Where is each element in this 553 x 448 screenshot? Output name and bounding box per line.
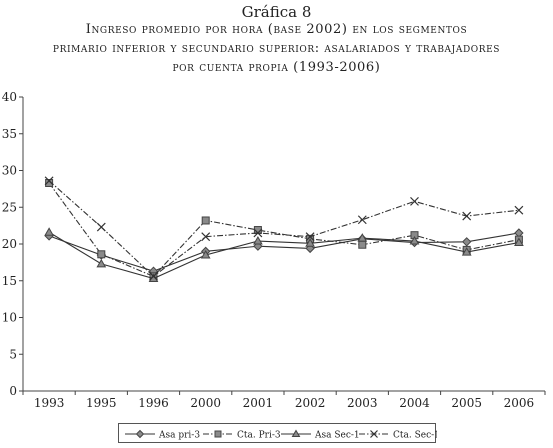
y-tick-label: 15 bbox=[2, 274, 17, 288]
data-point-x bbox=[253, 228, 263, 238]
data-point-diamond bbox=[135, 429, 145, 439]
chart-legend: Asa pri-3 Cta. Pri-3 Asa Sec-1 Cta. Sec-1 bbox=[118, 423, 440, 443]
data-point-triangle bbox=[96, 258, 107, 268]
series-line bbox=[48, 182, 520, 277]
y-tick-label: 35 bbox=[2, 127, 17, 141]
data-point-x bbox=[514, 205, 524, 215]
data-point-triangle bbox=[514, 237, 524, 247]
legend-item: Cta. Sec-1 bbox=[359, 430, 440, 441]
y-tick-label: 30 bbox=[2, 164, 17, 178]
data-point-triangle bbox=[461, 247, 472, 256]
chart-title-line-1: Ingreso promedio por hora (base 2002) en… bbox=[85, 22, 468, 37]
legend-item: Asa Sec-1 bbox=[281, 429, 360, 441]
y-tick-label: 25 bbox=[2, 200, 17, 214]
chart-axes: 0 5 10 15 20 25 30 35 40 1993 1995 1996 2000 2001 2002… bbox=[2, 90, 546, 410]
y-tick-label: 0 bbox=[9, 384, 17, 398]
data-point-triangle bbox=[200, 250, 211, 259]
x-tick-label: 2006 bbox=[504, 396, 535, 410]
data-point-triangle bbox=[291, 429, 301, 437]
series-4 bbox=[44, 176, 524, 281]
data-point-x bbox=[96, 222, 106, 232]
data-point-triangle bbox=[44, 227, 54, 236]
data-point-square bbox=[214, 430, 222, 438]
y-tick-label: 5 bbox=[9, 347, 17, 361]
x-tick-label: 2005 bbox=[451, 396, 482, 410]
data-point-x bbox=[44, 176, 54, 186]
y-tick-label: 10 bbox=[2, 311, 17, 325]
data-point-square bbox=[201, 216, 210, 225]
series-line bbox=[48, 180, 519, 278]
chart-number: Gráfica 8 bbox=[241, 3, 312, 21]
data-point-square bbox=[97, 250, 106, 259]
data-point-square bbox=[45, 178, 54, 187]
data-point-x bbox=[357, 215, 367, 225]
series-2 bbox=[45, 178, 523, 281]
x-tick-label: 2003 bbox=[347, 396, 378, 410]
data-point-x bbox=[410, 196, 419, 206]
x-tick-label: 2002 bbox=[295, 396, 326, 410]
chart-title-line-3: por cuenta propia (1993-2006) bbox=[172, 60, 381, 75]
series-line bbox=[48, 232, 519, 272]
series-3 bbox=[44, 227, 524, 283]
legend-item: Cta. Pri-3 bbox=[203, 430, 281, 441]
legend-label: Cta. Sec-1 bbox=[393, 431, 437, 441]
legend-label: Cta. Pri-3 bbox=[237, 431, 281, 441]
legend-label: Asa Sec-1 bbox=[314, 431, 360, 441]
data-point-triangle bbox=[305, 238, 315, 247]
legend-items: Asa pri-3 Cta. Pri-3 Asa Sec-1 Cta. Sec-1 bbox=[125, 429, 440, 441]
data-point-triangle bbox=[253, 236, 263, 245]
legend-item: Asa pri-3 bbox=[125, 429, 200, 441]
series-line bbox=[48, 231, 519, 280]
x-tick-label: 2000 bbox=[190, 396, 221, 410]
data-point-x bbox=[462, 211, 472, 221]
x-tick-label: 1996 bbox=[138, 396, 169, 410]
data-point-triangle bbox=[409, 236, 420, 245]
legend-label: Asa pri-3 bbox=[158, 431, 200, 441]
data-point-x bbox=[305, 232, 315, 242]
chart-title-line-2: primario inferior y secundario superior:… bbox=[52, 41, 501, 56]
y-tick-label: 40 bbox=[2, 90, 17, 104]
data-point-x bbox=[149, 271, 158, 281]
x-tick-label: 2004 bbox=[399, 396, 430, 410]
x-tick-label: 1993 bbox=[34, 396, 65, 410]
data-point-triangle bbox=[357, 233, 368, 242]
chart-series bbox=[44, 176, 524, 283]
data-point-x bbox=[370, 430, 378, 438]
data-point-diamond bbox=[461, 237, 472, 247]
x-tick-label: 1995 bbox=[86, 396, 117, 410]
data-point-x bbox=[201, 232, 211, 242]
x-tick-label: 2001 bbox=[243, 396, 274, 410]
y-tick-label: 20 bbox=[2, 237, 17, 251]
data-point-square bbox=[358, 240, 367, 249]
